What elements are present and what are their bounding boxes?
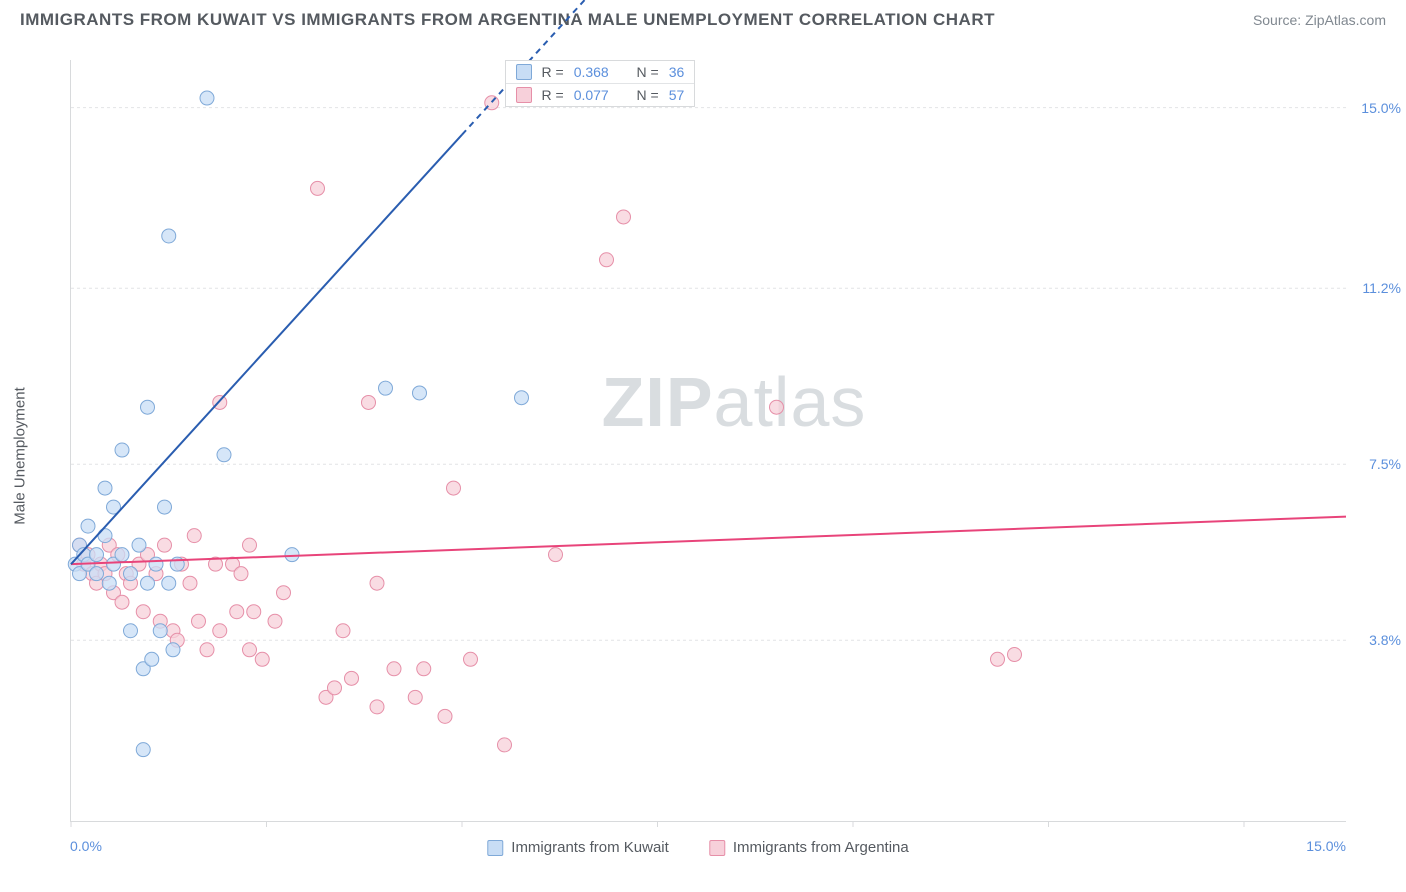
swatch-argentina <box>709 840 725 856</box>
chart-title: IMMIGRANTS FROM KUWAIT VS IMMIGRANTS FRO… <box>20 10 995 30</box>
legend-item-argentina: Immigrants from Argentina <box>709 839 909 856</box>
stats-row-argentina: R = 0.077 N = 57 <box>506 83 695 106</box>
n-value-argentina: 57 <box>669 87 685 103</box>
source-prefix: Source: <box>1253 12 1305 28</box>
plot-svg <box>71 60 1346 821</box>
swatch-kuwait <box>487 840 503 856</box>
n-label: N = <box>637 64 659 80</box>
r-label: R = <box>542 64 564 80</box>
r-value-argentina: 0.077 <box>574 87 609 103</box>
legend-label-argentina: Immigrants from Argentina <box>733 839 909 856</box>
x-axis-max-label: 15.0% <box>1306 838 1346 854</box>
n-value-kuwait: 36 <box>669 64 685 80</box>
legend-label-kuwait: Immigrants from Kuwait <box>511 839 669 856</box>
swatch-argentina <box>516 87 532 103</box>
y-tick-label: 15.0% <box>1351 100 1401 116</box>
stats-row-kuwait: R = 0.368 N = 36 <box>506 61 695 83</box>
source-name: ZipAtlas.com <box>1305 12 1386 28</box>
source-label: Source: ZipAtlas.com <box>1253 12 1386 28</box>
stats-legend: R = 0.368 N = 36 R = 0.077 N = 57 <box>505 60 696 107</box>
r-label: R = <box>542 87 564 103</box>
n-label: N = <box>637 87 659 103</box>
y-tick-label: 7.5% <box>1351 456 1401 472</box>
r-value-kuwait: 0.368 <box>574 64 609 80</box>
y-axis-label: Male Unemployment <box>12 387 29 525</box>
plot-area: ZIPatlas R = 0.368 N = 36 R = 0.077 N = … <box>70 60 1346 822</box>
swatch-kuwait <box>516 64 532 80</box>
legend-item-kuwait: Immigrants from Kuwait <box>487 839 669 856</box>
x-axis-min-label: 0.0% <box>70 838 102 854</box>
y-tick-label: 11.2% <box>1351 280 1401 296</box>
bottom-legend: Immigrants from Kuwait Immigrants from A… <box>487 839 908 856</box>
chart-container: Male Unemployment ZIPatlas R = 0.368 N =… <box>50 60 1346 852</box>
y-tick-label: 3.8% <box>1351 632 1401 648</box>
